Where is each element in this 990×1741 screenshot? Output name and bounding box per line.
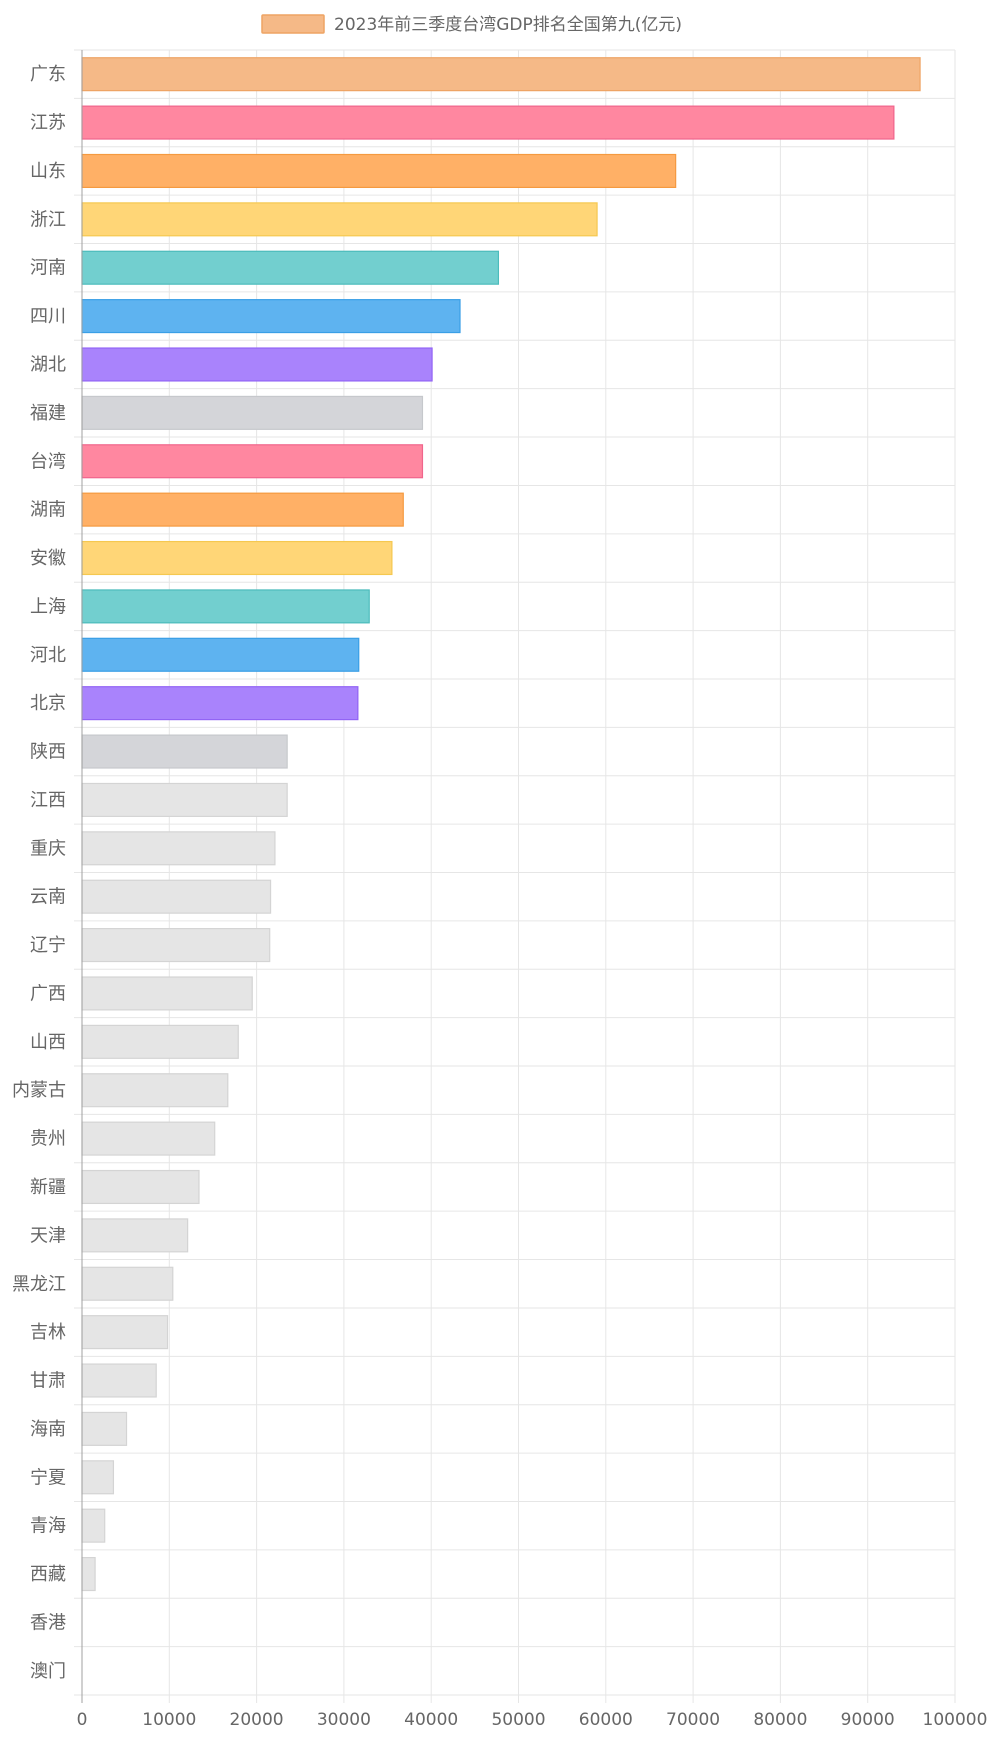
bar-25[interactable] xyxy=(81,1266,174,1301)
x-tick-label: 10000 xyxy=(142,1710,196,1730)
bar-20[interactable] xyxy=(81,1024,239,1059)
x-tick-label: 20000 xyxy=(230,1710,284,1730)
bar-12[interactable] xyxy=(81,637,360,672)
x-tick-label: 40000 xyxy=(404,1710,458,1730)
bar-29[interactable] xyxy=(81,1460,115,1495)
y-category-label: 山西 xyxy=(30,1032,66,1053)
axes: 0 10000 20000 30000 40000 50000 60000 70000 8000… xyxy=(12,50,987,1730)
y-category-label: 宁夏 xyxy=(30,1467,66,1488)
y-category-label: 青海 xyxy=(30,1516,66,1537)
bar-11[interactable] xyxy=(81,589,370,624)
x-tick-label: 60000 xyxy=(579,1710,633,1730)
y-category-label: 江西 xyxy=(30,790,66,811)
x-tick-label: 30000 xyxy=(317,1710,371,1730)
bar-2[interactable] xyxy=(81,153,677,189)
x-tick-label: 0 xyxy=(77,1710,88,1730)
bar-24[interactable] xyxy=(81,1218,189,1253)
bar-4[interactable] xyxy=(81,250,500,285)
y-category-label: 安徽 xyxy=(30,548,66,569)
y-category-label: 香港 xyxy=(30,1612,66,1633)
x-tick-label: 50000 xyxy=(491,1710,545,1730)
legend-swatch xyxy=(261,14,325,34)
y-category-label: 四川 xyxy=(30,306,66,327)
x-tick-label: 70000 xyxy=(666,1710,720,1730)
bar-31[interactable] xyxy=(81,1556,96,1592)
y-category-label: 北京 xyxy=(30,693,66,714)
bar-13[interactable] xyxy=(81,686,359,721)
y-category-label: 甘肃 xyxy=(30,1371,66,1392)
y-category-label: 新疆 xyxy=(30,1177,66,1198)
x-tick-label: 100000 xyxy=(923,1710,988,1730)
y-category-label: 辽宁 xyxy=(30,935,66,956)
y-category-label: 广东 xyxy=(30,64,66,85)
y-category-label: 澳门 xyxy=(30,1661,66,1682)
bar-18[interactable] xyxy=(81,928,271,963)
bar-0[interactable] xyxy=(81,57,921,92)
bar-15[interactable] xyxy=(81,782,288,817)
bar-28[interactable] xyxy=(81,1411,128,1446)
bar-26[interactable] xyxy=(81,1315,169,1350)
y-category-label: 吉林 xyxy=(30,1322,66,1343)
bar-17[interactable] xyxy=(81,879,272,914)
y-category-label: 湖南 xyxy=(30,500,66,521)
y-category-label: 江苏 xyxy=(30,113,66,134)
y-category-label: 天津 xyxy=(30,1225,66,1246)
y-category-label: 浙江 xyxy=(30,209,66,230)
y-category-label: 广西 xyxy=(30,983,66,1004)
bar-3[interactable] xyxy=(81,202,598,237)
y-category-label: 黑龙江 xyxy=(12,1274,66,1295)
y-category-label: 台湾 xyxy=(30,451,66,472)
bar-16[interactable] xyxy=(81,831,276,866)
bar-22[interactable] xyxy=(81,1121,216,1156)
y-category-label: 山东 xyxy=(30,161,66,182)
y-category-label: 贵州 xyxy=(30,1129,66,1150)
y-category-label: 西藏 xyxy=(30,1564,66,1585)
y-category-label: 上海 xyxy=(30,596,66,617)
bar-6[interactable] xyxy=(81,347,433,382)
bar-10[interactable] xyxy=(81,540,393,576)
bar-27[interactable] xyxy=(81,1363,157,1398)
y-category-label: 海南 xyxy=(30,1419,66,1440)
bar-19[interactable] xyxy=(81,976,253,1011)
y-category-label: 湖北 xyxy=(30,354,66,375)
bar-9[interactable] xyxy=(81,492,404,527)
bar-7[interactable] xyxy=(81,395,424,430)
y-category-label: 云南 xyxy=(30,887,66,908)
y-category-label: 福建 xyxy=(30,403,66,424)
bar-21[interactable] xyxy=(81,1073,229,1108)
y-category-label: 内蒙古 xyxy=(12,1080,66,1101)
y-category-label: 河南 xyxy=(30,258,66,279)
y-category-label: 河北 xyxy=(30,645,66,666)
x-tick-label: 80000 xyxy=(753,1710,807,1730)
bar-30[interactable] xyxy=(81,1508,106,1543)
bar-5[interactable] xyxy=(81,299,461,334)
bar-8[interactable] xyxy=(81,444,424,479)
x-tick-label: 90000 xyxy=(841,1710,895,1730)
bar-23[interactable] xyxy=(81,1169,200,1205)
grid xyxy=(74,49,956,1703)
legend[interactable]: 2023年前三季度台湾GDP排名全国第九(亿元) xyxy=(261,14,682,35)
bar-14[interactable] xyxy=(81,734,288,769)
bars xyxy=(81,57,921,1592)
legend-label: 2023年前三季度台湾GDP排名全国第九(亿元) xyxy=(334,15,682,35)
y-category-label: 陕西 xyxy=(30,742,66,763)
bar-1[interactable] xyxy=(81,105,895,140)
y-category-label: 重庆 xyxy=(30,838,66,859)
